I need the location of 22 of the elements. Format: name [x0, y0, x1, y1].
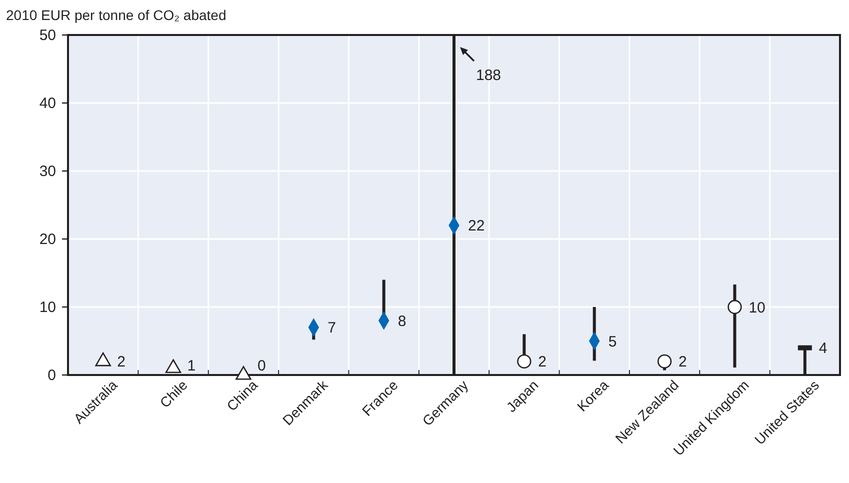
- y-tick-label: 0: [48, 366, 56, 384]
- point: [657, 354, 672, 368]
- data-label: 2: [678, 354, 687, 371]
- data-label: 10: [748, 299, 766, 316]
- data-label: 8: [398, 312, 406, 330]
- data-label: 2: [538, 354, 547, 371]
- data-label: 2: [117, 354, 126, 371]
- data-label: 5: [608, 333, 617, 350]
- y-tick-label: 20: [39, 230, 56, 248]
- data-label: 1: [187, 357, 196, 374]
- y-tick-label: 40: [39, 94, 56, 112]
- y-axis-title: 2010 EUR per tonne of CO₂ abated: [6, 7, 226, 23]
- y-tick-label: 30: [39, 162, 56, 180]
- y-tick-label: 10: [39, 298, 56, 316]
- point: [517, 354, 532, 368]
- point: [728, 300, 742, 314]
- data-label: 7: [328, 320, 336, 337]
- y-tick-label: 50: [39, 26, 56, 44]
- data-label: 22: [468, 218, 485, 235]
- annotation: 188: [476, 67, 502, 84]
- data-label: 4: [818, 340, 828, 358]
- data-label: 0: [257, 357, 266, 374]
